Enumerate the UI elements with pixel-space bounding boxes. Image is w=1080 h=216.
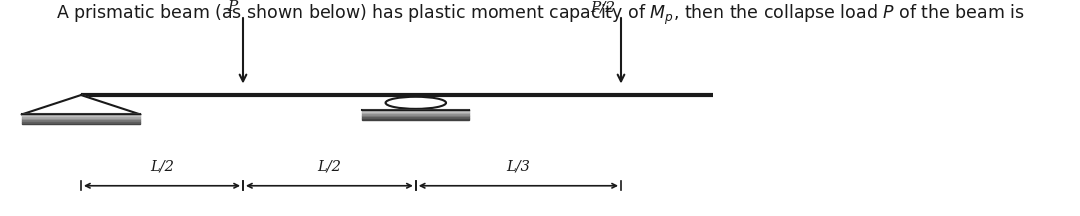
Bar bbox=[22, 121, 140, 122]
Bar bbox=[363, 110, 469, 112]
Bar bbox=[363, 118, 469, 120]
Text: L/2: L/2 bbox=[318, 160, 341, 174]
Polygon shape bbox=[22, 95, 140, 114]
Bar bbox=[363, 115, 469, 116]
Bar bbox=[22, 114, 140, 116]
Bar bbox=[22, 116, 140, 118]
Bar bbox=[22, 119, 140, 121]
Text: L/2: L/2 bbox=[150, 160, 174, 174]
Text: P: P bbox=[228, 0, 238, 14]
Text: P/2: P/2 bbox=[591, 0, 616, 14]
Circle shape bbox=[386, 97, 446, 109]
Bar bbox=[363, 116, 469, 118]
Bar bbox=[363, 111, 469, 113]
Text: A prismatic beam (as shown below) has plastic moment capacity of $M_p$, then the: A prismatic beam (as shown below) has pl… bbox=[55, 3, 1025, 27]
Bar bbox=[363, 113, 469, 115]
Text: L/3: L/3 bbox=[507, 160, 530, 174]
Bar bbox=[22, 118, 140, 119]
Bar bbox=[22, 122, 140, 124]
